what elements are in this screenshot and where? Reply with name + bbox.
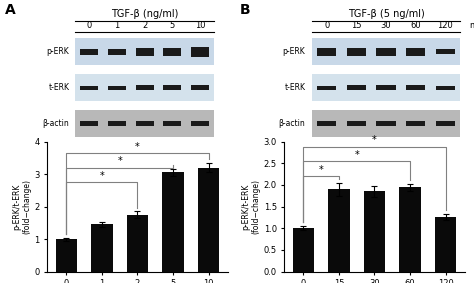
Bar	[376, 48, 396, 56]
Bar	[136, 85, 154, 90]
Bar	[376, 85, 396, 90]
Text: *: *	[135, 142, 140, 152]
Bar	[55, 239, 77, 272]
Bar	[108, 121, 126, 126]
Bar	[191, 121, 209, 126]
FancyBboxPatch shape	[312, 110, 460, 137]
Text: 2: 2	[142, 21, 147, 30]
Bar	[164, 48, 182, 56]
Bar	[91, 224, 112, 272]
Text: *: *	[100, 171, 104, 181]
FancyBboxPatch shape	[312, 38, 460, 65]
Text: *: *	[117, 156, 122, 166]
Text: β-actin: β-actin	[279, 119, 305, 128]
Bar	[191, 47, 209, 57]
FancyBboxPatch shape	[312, 74, 460, 101]
Text: 120: 120	[438, 21, 453, 30]
Bar	[436, 49, 455, 54]
FancyBboxPatch shape	[75, 110, 214, 137]
Bar	[347, 48, 366, 56]
Bar	[164, 85, 182, 90]
Bar	[328, 189, 349, 272]
Bar	[347, 121, 366, 126]
FancyBboxPatch shape	[75, 38, 214, 65]
Bar	[406, 48, 425, 56]
Y-axis label: p-ERK/t-ERK
(fold−change): p-ERK/t-ERK (fold−change)	[12, 179, 32, 234]
Bar	[376, 121, 396, 126]
Bar	[347, 85, 366, 90]
Y-axis label: p-ERK/t-ERK
(fold−change): p-ERK/t-ERK (fold−change)	[241, 179, 261, 234]
Text: p-ERK: p-ERK	[283, 47, 305, 56]
Text: B: B	[239, 3, 250, 17]
Text: 60: 60	[410, 21, 421, 30]
Bar	[435, 217, 456, 272]
Bar	[127, 215, 148, 272]
Bar	[436, 86, 455, 90]
FancyBboxPatch shape	[75, 74, 214, 101]
Bar	[136, 48, 154, 55]
Text: 5: 5	[170, 21, 175, 30]
Text: A: A	[5, 3, 16, 17]
Bar	[136, 121, 154, 126]
Text: 30: 30	[381, 21, 392, 30]
Text: 0: 0	[324, 21, 329, 30]
Bar	[80, 49, 98, 55]
Bar	[317, 85, 337, 90]
Bar	[198, 168, 219, 272]
Bar	[317, 48, 337, 56]
Bar	[400, 187, 421, 272]
Bar	[406, 85, 425, 90]
Text: TGF-β (5 ng/ml): TGF-β (5 ng/ml)	[347, 9, 424, 19]
Bar	[108, 85, 126, 90]
Bar	[364, 191, 385, 272]
Bar	[436, 121, 455, 126]
Text: min: min	[469, 21, 474, 30]
Text: 0: 0	[87, 21, 92, 30]
Text: 15: 15	[351, 21, 362, 30]
Text: *: *	[319, 165, 323, 175]
Text: TGF-β (ng/ml): TGF-β (ng/ml)	[111, 9, 178, 19]
Text: 1: 1	[114, 21, 119, 30]
Bar	[292, 228, 314, 272]
Bar	[163, 172, 184, 272]
Text: 10: 10	[195, 21, 205, 30]
Text: β-actin: β-actin	[43, 119, 69, 128]
Bar	[191, 85, 209, 90]
Text: p-ERK: p-ERK	[46, 47, 69, 56]
Bar	[80, 121, 98, 126]
Text: *: *	[372, 135, 377, 145]
Bar	[164, 121, 182, 126]
Text: *: *	[354, 150, 359, 160]
Bar	[317, 121, 337, 126]
Bar	[80, 86, 98, 90]
Bar	[406, 121, 425, 126]
Text: t-ERK: t-ERK	[284, 83, 305, 92]
Text: t-ERK: t-ERK	[48, 83, 69, 92]
Bar	[108, 49, 126, 55]
